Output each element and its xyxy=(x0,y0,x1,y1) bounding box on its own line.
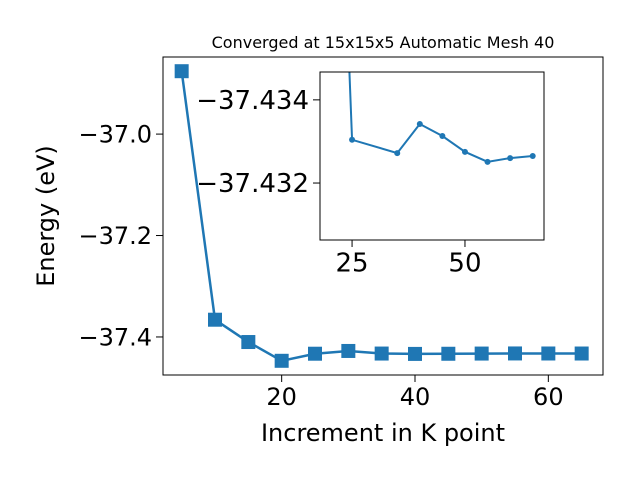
marker xyxy=(274,353,289,368)
axes-frame xyxy=(162,56,604,376)
marker xyxy=(474,346,489,361)
marker xyxy=(416,120,423,127)
marker xyxy=(208,312,222,327)
axes-background xyxy=(320,72,544,240)
y-axis-label: Energy (eV) xyxy=(32,145,60,287)
marker xyxy=(341,343,356,358)
marker xyxy=(349,136,356,143)
marker xyxy=(461,148,468,155)
marker xyxy=(541,346,556,361)
x-tick-label: 20 xyxy=(266,383,297,411)
marker xyxy=(241,335,256,350)
marker xyxy=(439,133,446,140)
axes-frame xyxy=(319,71,545,241)
marker xyxy=(174,64,189,79)
y-tick-label: −37.4 xyxy=(78,323,152,351)
marker xyxy=(308,346,322,361)
y-tick-label: −37.434 xyxy=(196,86,309,116)
x-tick-label: 25 xyxy=(336,249,369,279)
x-tick-label: 40 xyxy=(400,383,431,411)
marker xyxy=(408,346,422,361)
marker xyxy=(529,153,536,159)
y-tick-label: −37.2 xyxy=(78,222,152,250)
x-axis-label: Increment in K point xyxy=(261,419,505,447)
marker xyxy=(574,346,589,361)
marker xyxy=(374,346,389,361)
marker xyxy=(507,155,514,162)
chart-title: Converged at 15x15x5 Automatic Mesh 40 xyxy=(212,33,555,52)
marker xyxy=(394,150,401,157)
y-tick-label: −37.0 xyxy=(78,120,152,148)
x-tick-label: 60 xyxy=(533,383,564,411)
y-tick-label: −37.432 xyxy=(196,169,309,199)
marker xyxy=(441,346,456,361)
plot-area xyxy=(174,64,589,368)
marker xyxy=(484,158,491,165)
x-tick-label: 50 xyxy=(448,249,481,279)
marker xyxy=(508,346,522,361)
plot-area xyxy=(348,72,536,165)
